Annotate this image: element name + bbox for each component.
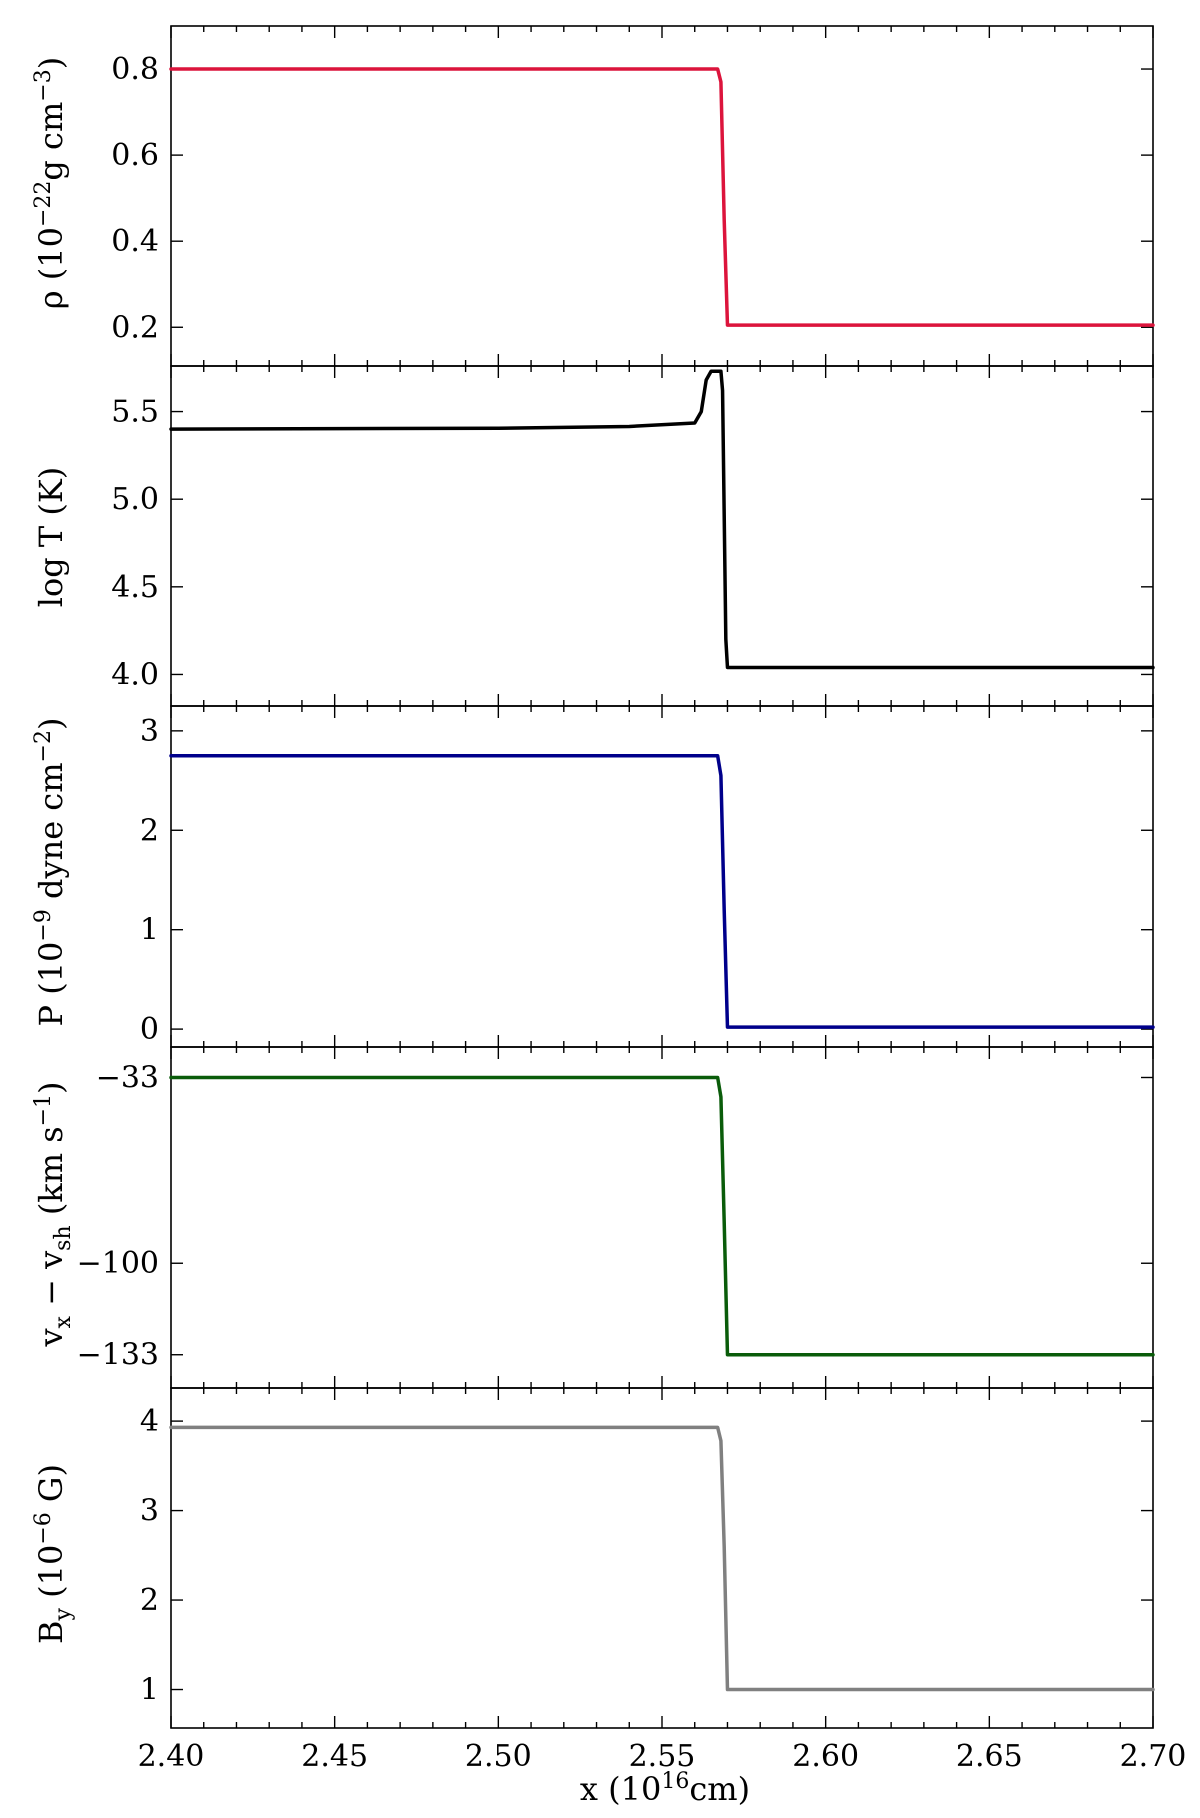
panel-temperature: 4.0 4.5 5.0 5.5 [111, 365, 1155, 707]
series-line-temperature [169, 369, 1155, 670]
panel-magnetic-field-ylabel: By (10−6 G) [31, 1464, 76, 1644]
y-tick-label: 0.8 [111, 52, 159, 87]
panel-velocity-frame [170, 1046, 1154, 1389]
panel-velocity-ylabel: vx − vsh (km s−1) [31, 1081, 76, 1347]
y-tick-label: 4 [140, 1404, 159, 1439]
panel-magnetic-field-frame [170, 1387, 1154, 1729]
panel-magnetic-field: 1 2 3 4 [140, 1387, 1155, 1729]
y-tick-label: 0.4 [111, 224, 159, 259]
series-line-velocity [169, 1075, 1155, 1357]
panel-density: 0.2 0.4 0.6 0.8 [111, 25, 1155, 367]
y-tick-label: 0.2 [111, 310, 159, 345]
y-tick-label: 4.0 [111, 657, 159, 692]
x-tick-label: 2.70 [1120, 1739, 1187, 1774]
y-tick-label: 5.0 [111, 482, 159, 517]
y-tick-label: 1 [140, 1673, 159, 1708]
panel-density-ylabel: ρ (10−22g cm−3) [31, 57, 70, 309]
x-tick-label: 2.55 [629, 1739, 696, 1774]
x-tick-label: 2.45 [301, 1739, 368, 1774]
panels: 0.2 0.4 0.6 0.8 4.0 4.5 5.0 5.5 0 1 2 3 −33 −100 −133 1… [77, 25, 1155, 1729]
panel-pressure: 0 1 2 3 [140, 705, 1155, 1048]
y-tick-label: 4.5 [111, 570, 159, 605]
y-tick-label: −133 [77, 1338, 159, 1373]
y-tick-label: 1 [140, 913, 159, 948]
panel-temperature-ylabel: log T (K) [32, 467, 70, 608]
series-line-density [169, 67, 1155, 327]
y-tick-label: 0 [140, 1012, 159, 1047]
y-tick-label: 2 [140, 1583, 159, 1618]
x-axis-label: x (1016cm) [580, 1769, 750, 1808]
series-line-pressure [169, 753, 1155, 1029]
y-tick-label: −100 [77, 1246, 159, 1281]
y-tick-label: 0.6 [111, 138, 159, 173]
panel-density-frame [170, 25, 1154, 367]
x-tick-label: 2.50 [465, 1739, 532, 1774]
x-tick-label: 2.40 [138, 1739, 205, 1774]
panel-velocity: −33 −100 −133 [77, 1046, 1155, 1389]
y-tick-label: 3 [140, 714, 159, 749]
y-tick-label: 5.5 [111, 395, 159, 430]
y-tick-label: 2 [140, 813, 159, 848]
panel-temperature-frame [170, 365, 1154, 707]
y-tick-label: −33 [96, 1060, 159, 1095]
y-tick-label: 3 [140, 1494, 159, 1529]
x-tick-label: 2.65 [956, 1739, 1023, 1774]
x-tick-label: 2.60 [792, 1739, 859, 1774]
series-line-magnetic-field [169, 1425, 1155, 1692]
x-axis: 2.40 2.45 2.50 2.55 2.60 2.65 2.70 [138, 1739, 1187, 1774]
panel-pressure-ylabel: P (10−9 dyne cm−2) [31, 718, 70, 1027]
